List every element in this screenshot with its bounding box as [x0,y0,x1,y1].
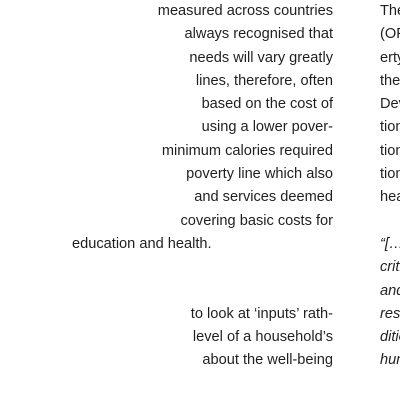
text-line: erty – the Multidimensiona [380,49,400,66]
quote-line: “[…] process of enlarging [380,235,400,252]
text-line: heavily on the capabilities fr [380,189,400,206]
text-line: using a lower pover- [201,119,333,136]
quote-line: and healthy life, to be educ [380,282,400,299]
text-line: tional focus on income to m [380,119,400,136]
text-line: poverty line which also [186,166,333,183]
text-line: The Oxford Poverty and Hu [380,3,400,19]
quote-line: critical of these wide-rangin [380,259,400,276]
text-line: (OPHI) has developed an in [380,26,400,43]
text-line: about the well-being [202,352,333,369]
text-line: level of a household’s [192,329,333,346]
text-line: minimum calories required [161,142,333,159]
text-line: the United Nations Develop [380,72,400,89]
text-line: tions that a poor person fa [380,142,400,159]
quote-line: human rights and personal [380,352,400,369]
text-line: based on the cost of [201,96,333,113]
text-line: needs will vary greatly [189,49,333,66]
left-text-column: measured across countries always recogni… [0,3,334,373]
text-line: education and health. [72,235,212,252]
text-line: measured across countries [157,3,333,19]
text-line: and services deemed [194,189,333,206]
left-paragraph-2: to look at ‘inputs’ rath- level of a hou… [0,303,333,373]
quote-line: resources needed for a dec [380,305,400,322]
text-line: Development Report. The in [380,96,400,113]
quote-line: ditional choices include po [380,329,400,346]
text-line: always recognised that [184,26,333,43]
left-paragraph-1: measured across countries always recogni… [72,3,334,252]
text-line: lines, therefore, often [195,72,333,89]
right-paragraph-1: The Oxford Poverty and Hu (OPHI) has dev… [380,0,400,210]
text-line: covering basic costs for [180,212,334,229]
text-line: to look at ‘inputs’ rath- [190,305,333,322]
right-text-column: The Oxford Poverty and Hu (OPHI) has dev… [380,0,400,373]
block-quote: “[…] process of enlarging critical of th… [380,233,400,373]
text-line: tion, health and living stand [380,166,400,183]
